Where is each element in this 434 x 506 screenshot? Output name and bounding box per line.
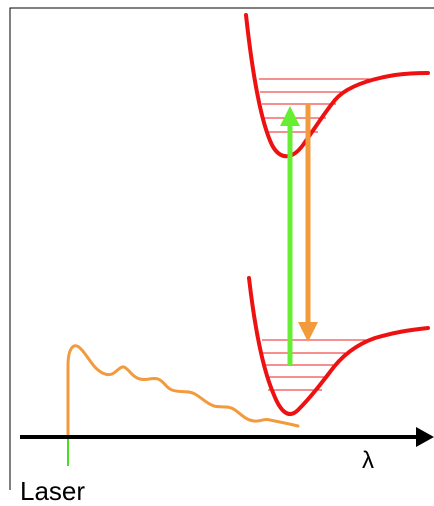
- absorption-arrowhead: [280, 106, 300, 126]
- emission-arrow: [298, 104, 318, 342]
- emission-spectrum: [66, 344, 300, 439]
- laser-label: Laser: [20, 476, 85, 506]
- right-arrow-icon: [416, 427, 434, 447]
- lower-state-vibrational-levels: [262, 339, 370, 391]
- wavelength-axis: [20, 427, 434, 447]
- absorption-arrow: [280, 106, 300, 365]
- emission-arrowhead: [298, 322, 318, 342]
- upper-potential-curve: [244, 13, 430, 159]
- lower-potential-curve: [247, 276, 430, 416]
- wavelength-symbol: λ: [362, 447, 374, 474]
- frame-border: [9, 7, 434, 490]
